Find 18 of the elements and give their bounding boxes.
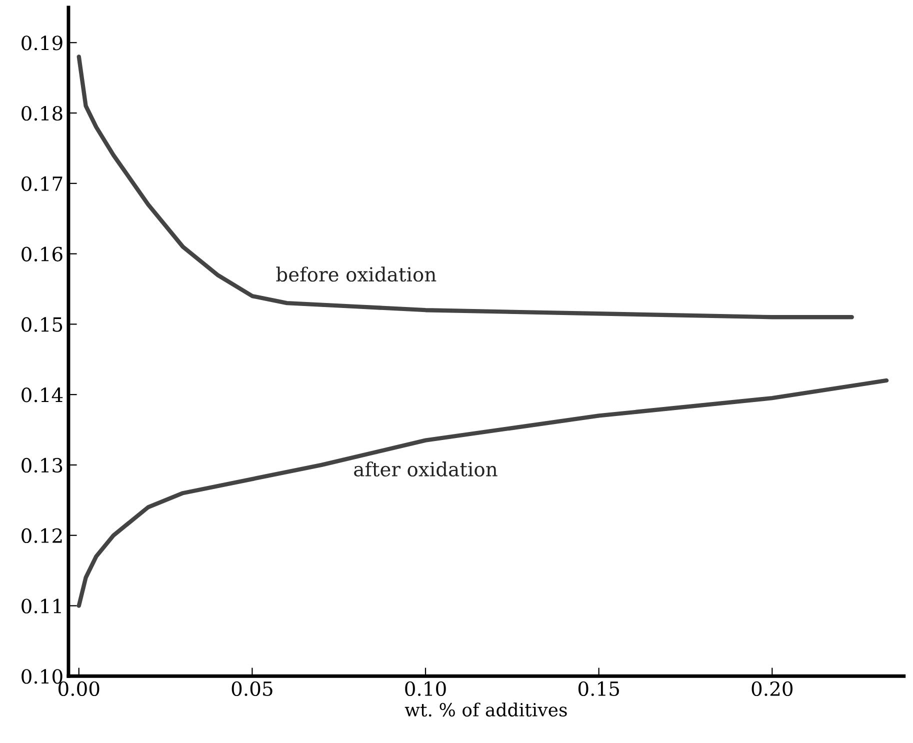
y-tick-label: 0.11 <box>22 598 61 614</box>
y-tick-label: 0.16 <box>22 246 62 262</box>
x-tick-label: 0.05 <box>232 681 272 696</box>
y-tick-label: 0.13 <box>22 458 62 473</box>
x-tick-label: 0.15 <box>578 681 619 696</box>
y-tick-label: 0.12 <box>22 528 62 544</box>
y-tick-label: 0.15 <box>22 317 62 332</box>
y-tick-label: 0.19 <box>22 36 62 50</box>
y-tick-label: 0.17 <box>22 176 62 192</box>
y-tick-label: 0.14 <box>22 388 63 402</box>
series-label: before oxidation <box>276 266 436 282</box>
line-series <box>76 378 889 608</box>
y-tick-label: 0.18 <box>22 106 62 121</box>
series-label: after oxidation <box>354 461 498 477</box>
x-tick-label: 0.20 <box>752 681 793 696</box>
x-tick-label: 0.10 <box>405 681 446 696</box>
x-axis-title: wt. % of additives <box>404 702 567 717</box>
line-series <box>76 54 854 320</box>
